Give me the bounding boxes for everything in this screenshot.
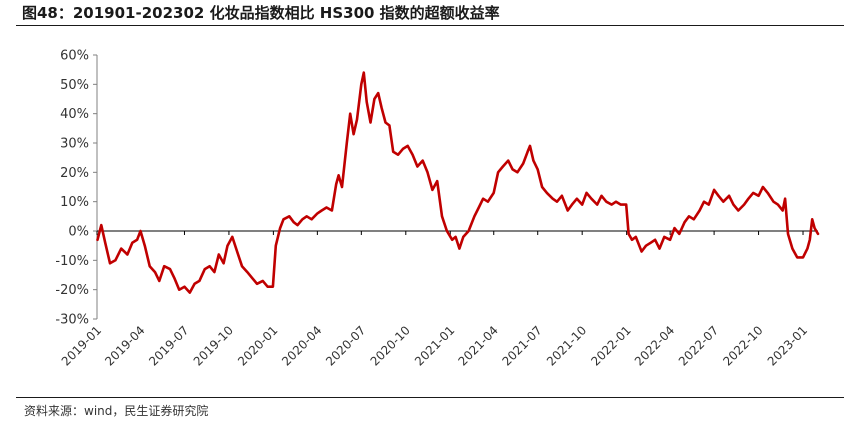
y-tick-label: -10% — [55, 254, 89, 269]
y-tick-label: 30% — [60, 137, 89, 152]
x-tick-label: 2020-07 — [323, 323, 368, 368]
y-tick-label: 10% — [60, 195, 89, 210]
chart-title: 图48：201901-202302 化妆品指数相比 HS300 指数的超额收益率 — [22, 4, 500, 22]
title-underline — [16, 25, 844, 26]
x-tick-label: 2021-10 — [544, 323, 589, 368]
y-tick-label: 40% — [60, 107, 89, 122]
x-tick-label: 2019-07 — [146, 323, 191, 368]
x-tick-label: 2023-01 — [765, 323, 810, 368]
source-divider — [16, 397, 844, 398]
source-note: 资料来源：wind，民生证券研究院 — [24, 404, 209, 418]
x-tick-label: 2022-10 — [720, 323, 765, 368]
chart-area: -30% -20% -10% 0% 10% 20% 30% 40% 50% 60% 2019-01… — [55, 49, 820, 369]
y-tick-label: 50% — [60, 78, 89, 93]
x-tick-label: 2021-04 — [456, 323, 501, 368]
x-tick-label: 2021-07 — [499, 323, 544, 368]
y-axis: -30% -20% -10% 0% 10% 20% 30% 40% 50% 60% — [55, 49, 98, 328]
y-tick-label: 20% — [60, 166, 89, 181]
y-tick-label: 60% — [60, 49, 89, 64]
y-tick-label: -30% — [55, 313, 89, 328]
x-tick-label: 2020-04 — [279, 323, 324, 368]
x-tick-label: 2019-01 — [59, 323, 104, 368]
y-tick-label: -20% — [55, 283, 89, 298]
x-tick-label: 2022-04 — [632, 323, 677, 368]
x-tick-label: 2022-07 — [676, 323, 721, 368]
x-tick-label: 2021-01 — [412, 323, 457, 368]
x-tick-label: 2019-04 — [102, 323, 147, 368]
x-tick-label: 2022-01 — [588, 323, 633, 368]
y-tick-label: 0% — [68, 225, 89, 240]
x-tick-label: 2020-01 — [235, 323, 280, 368]
x-tick-label: 2020-10 — [368, 323, 413, 368]
series-line — [96, 71, 820, 294]
x-tick-label: 2019-10 — [191, 323, 236, 368]
series-group — [96, 71, 820, 294]
